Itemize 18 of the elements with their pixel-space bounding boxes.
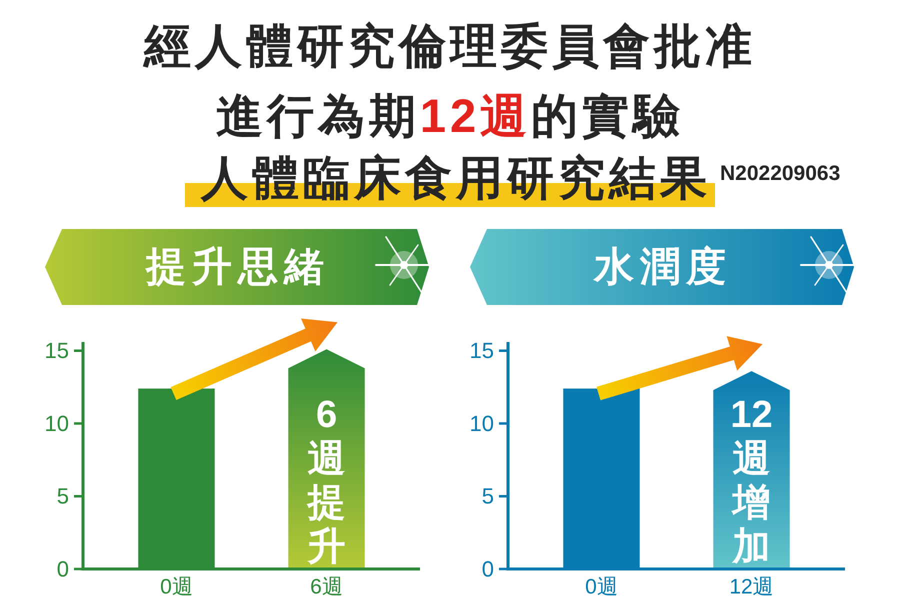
annotation: 6週提升 — [308, 394, 346, 568]
tick-label: 5 — [56, 484, 69, 509]
annotation: N202209063 — [720, 162, 840, 186]
tick-label: 15 — [470, 338, 494, 364]
tick-label: 0 — [482, 556, 494, 582]
annotation: 12週增加 — [730, 394, 773, 568]
title: 水潤度 — [594, 245, 732, 289]
title: 經人體研究倫理委員會批准進行為期12週的實驗 — [142, 18, 757, 144]
tick-label: 5 — [482, 484, 494, 509]
tick-label: 10 — [470, 410, 494, 436]
category-label: 6週 — [310, 576, 343, 598]
title: 提升思緒 — [146, 245, 330, 289]
category-label: 0週 — [160, 576, 193, 598]
tick-label: 10 — [44, 410, 69, 436]
category-label: 12週 — [729, 576, 774, 598]
tick-label: 0 — [56, 556, 69, 582]
category-label: 0週 — [585, 576, 618, 598]
tick-label: 15 — [44, 338, 69, 364]
